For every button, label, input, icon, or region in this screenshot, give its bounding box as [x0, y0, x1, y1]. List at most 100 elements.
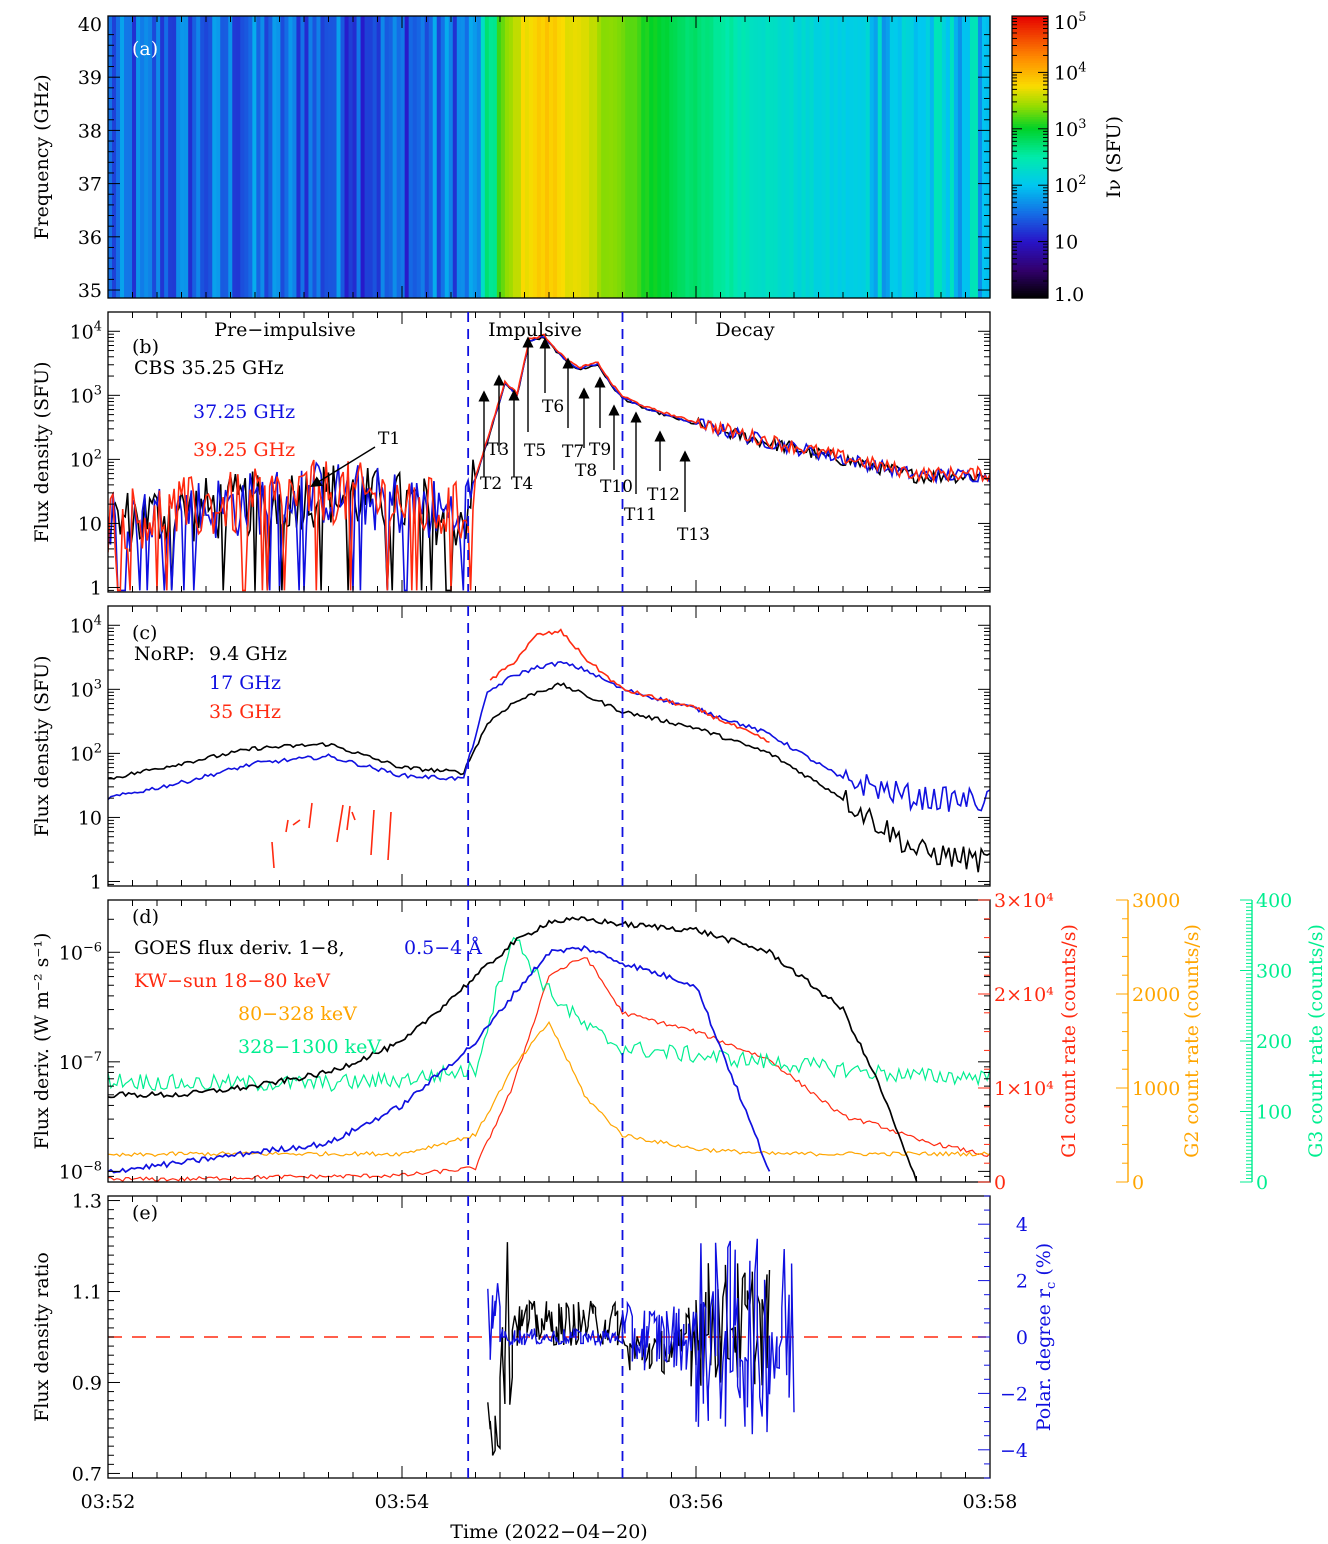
spectrogram-column — [332, 16, 338, 298]
phase-label-decay: Decay — [715, 319, 774, 341]
spectrogram-column — [969, 16, 975, 298]
y-tick-label: 37 — [78, 174, 102, 196]
colorbar-bin — [1012, 102, 1048, 106]
spectrogram-column — [717, 16, 722, 298]
colorbar-bin — [1012, 171, 1048, 175]
series-line-35-ghz — [489, 628, 770, 743]
spectrogram-column — [524, 16, 530, 298]
colorbar-bin — [1012, 93, 1048, 97]
legend-entry-goes-1-8: GOES flux deriv. 1−8, — [134, 937, 345, 959]
colorbar-tick-label: 103 — [1054, 117, 1086, 141]
spectrogram-column — [557, 16, 562, 298]
spectrogram-column — [544, 16, 550, 298]
spectrogram-column — [793, 16, 799, 298]
legend-entry-17-ghz: 17 GHz — [209, 672, 281, 694]
spectrogram-column — [837, 16, 843, 298]
right-axis-tick-label: −4 — [1000, 1440, 1028, 1462]
legend-entry-37: 37.25 GHz — [193, 401, 295, 423]
spectrogram-column — [156, 16, 161, 298]
colorbar-bin — [1012, 295, 1048, 299]
colorbar-bin — [1012, 213, 1048, 217]
colorbar-bin — [1012, 185, 1048, 189]
colorbar-bin — [1012, 175, 1048, 179]
colorbar-bin — [1012, 152, 1048, 156]
spectrogram-column — [813, 16, 819, 298]
annotation-label-t1: T1 — [378, 429, 400, 449]
right-axis-tick-label: 2000 — [1132, 984, 1180, 1006]
legend-entry-328-1300-kev: 328−1300 keV — [238, 1036, 381, 1058]
spectrogram-column — [432, 16, 438, 298]
spectrogram-column — [188, 16, 193, 298]
spectrogram-column — [280, 16, 285, 298]
spectrogram-column — [673, 16, 678, 298]
colorbar-bin — [1012, 204, 1048, 207]
spectrogram-column — [476, 16, 482, 298]
spectrogram-column — [512, 16, 518, 298]
right-axis-label: Polar. degree rc (%) — [1033, 1243, 1059, 1431]
colorbar-bin — [1012, 215, 1048, 219]
annotation-label-t4: T4 — [511, 474, 533, 494]
legend-title-norp: NoRP: — [134, 643, 195, 665]
series-fragment-35-ghz — [351, 811, 356, 821]
spectrogram-column — [781, 16, 787, 298]
legend-entry-9-4-ghz: 9.4 GHz — [209, 643, 287, 665]
colorbar-bin — [1012, 53, 1048, 57]
spectrogram-column — [340, 16, 346, 298]
spectrogram-column — [520, 16, 526, 298]
spectrogram-column — [725, 16, 731, 298]
spectrogram-column — [665, 16, 670, 298]
spectrogram-column — [168, 16, 173, 298]
spectrogram-column — [941, 16, 947, 298]
spectrogram-column — [200, 16, 205, 298]
right-axis-tick-label: 1×10⁴ — [994, 1078, 1054, 1100]
y-tick-label: 10 — [78, 513, 102, 535]
colorbar-bin — [1012, 192, 1048, 196]
series-fragment-35-ghz — [292, 819, 301, 826]
right-axis-label: G3 count rate (counts/s) — [1305, 924, 1327, 1158]
spectrogram-column — [905, 16, 911, 298]
colorbar-bin — [1012, 283, 1048, 287]
spectrogram-column — [893, 16, 899, 298]
legend-entry-35-ghz: 35 GHz — [209, 701, 281, 723]
colorbar-bin — [1012, 164, 1048, 167]
spectrogram-column — [937, 16, 943, 298]
colorbar-bin — [1012, 46, 1048, 50]
spectrogram-column — [312, 16, 318, 298]
spectrogram-column — [949, 16, 955, 298]
spectrogram-column — [885, 16, 891, 298]
spectrogram-column — [388, 16, 394, 298]
spectrogram-column — [420, 16, 426, 298]
colorbar-bin — [1012, 65, 1048, 69]
spectrogram-heatmap — [108, 16, 991, 298]
spectrogram-column — [817, 16, 823, 298]
panel-label-c: (c) — [132, 622, 157, 644]
spectrogram-column — [709, 16, 714, 298]
right-axis-tick-label: 0 — [994, 1172, 1006, 1194]
spectrogram-column — [589, 16, 594, 298]
spectrogram-column — [965, 16, 971, 298]
spectrogram-column — [677, 16, 682, 298]
colorbar-bin — [1012, 126, 1048, 130]
spectrogram-column — [761, 16, 767, 298]
panel-a-ylabel: Frequency (GHz) — [31, 74, 53, 239]
spectrogram-column — [404, 16, 410, 298]
colorbar-bin — [1012, 178, 1048, 182]
colorbar-bin — [1012, 77, 1048, 81]
colorbar-bin — [1012, 241, 1048, 245]
colorbar — [1012, 16, 1048, 299]
panel-d-ylabel: Flux deriv. (W m⁻² s⁻¹) — [31, 933, 53, 1150]
spectrogram-column — [224, 16, 229, 298]
spectrogram-column — [128, 16, 133, 298]
spectrogram-column — [877, 16, 883, 298]
colorbar-bin — [1012, 74, 1048, 78]
colorbar-bin — [1012, 117, 1048, 120]
colorbar-bin — [1012, 32, 1048, 36]
y-tick-label: 40 — [78, 14, 102, 36]
colorbar-bin — [1012, 133, 1048, 137]
colorbar-bin — [1012, 251, 1048, 254]
spectrogram-column — [881, 16, 887, 298]
colorbar-bin — [1012, 112, 1048, 116]
panel-label-d: (d) — [132, 906, 159, 928]
spectrogram-column — [917, 16, 923, 298]
spectrogram-column — [392, 16, 398, 298]
